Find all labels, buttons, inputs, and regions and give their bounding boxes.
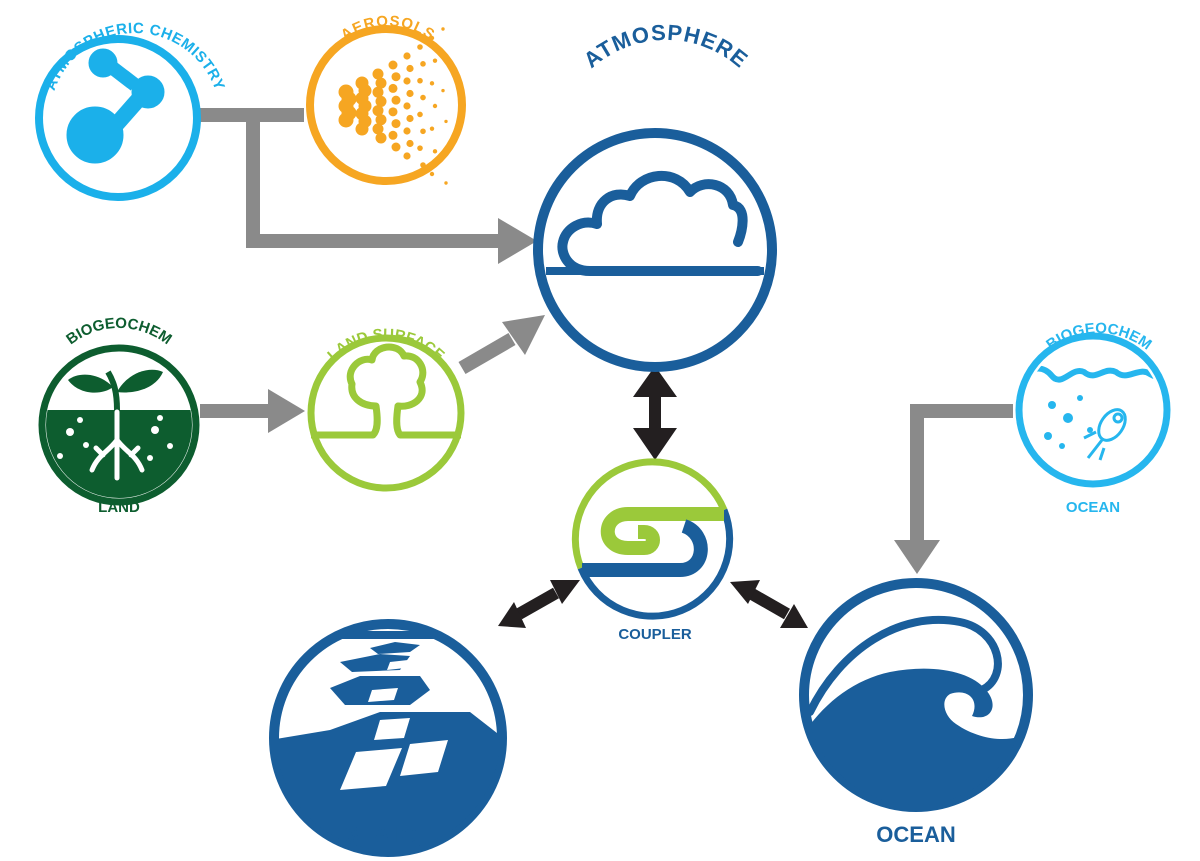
biogeochem-ocean-label-bottom: OCEAN xyxy=(1066,499,1120,516)
spray-dot xyxy=(432,103,438,109)
spray-dot xyxy=(388,60,398,70)
arrowhead-to-atmosphere xyxy=(498,218,537,264)
spray-dot xyxy=(372,86,384,98)
spray-dot xyxy=(420,61,426,67)
ocean-coupler-arrow xyxy=(730,580,808,628)
spray-dot xyxy=(429,81,435,86)
spray-dot xyxy=(372,123,384,135)
ocean-label: OCEAN xyxy=(876,822,955,847)
land-surface-to-atmosphere-line xyxy=(458,332,516,375)
spray-dot xyxy=(420,94,426,101)
spray-dot xyxy=(388,130,398,140)
coupler-label: COUPLER xyxy=(618,626,692,643)
spray-dot xyxy=(429,126,435,131)
spray-dot xyxy=(391,72,401,82)
spray-dot xyxy=(391,95,401,105)
spray-dot xyxy=(444,181,448,185)
coupler-ring-green xyxy=(571,458,728,570)
spray-dot xyxy=(420,128,426,135)
spray-dot xyxy=(432,149,438,154)
molecule-icon xyxy=(66,48,165,164)
spray-dot xyxy=(391,119,401,129)
aerosols-node: AEROSOLS xyxy=(306,13,466,185)
arrowhead-to-ocean xyxy=(894,540,940,574)
spray-dot xyxy=(388,83,398,93)
ocean-node: OCEAN xyxy=(799,578,1033,847)
spray-dot xyxy=(432,58,438,63)
atmosphere-node: ATMOSPHERE xyxy=(533,20,777,372)
spray-dot xyxy=(338,112,354,128)
spray-dot xyxy=(372,105,384,117)
sea-ice-label: SEA ICE xyxy=(344,822,431,847)
cloud-icon xyxy=(557,171,763,276)
spray-icon xyxy=(338,27,448,185)
atmosphere-coupler-arrow xyxy=(633,366,677,460)
spray-dot xyxy=(391,142,401,152)
spray-dot xyxy=(441,27,445,31)
chem-to-atmosphere-line xyxy=(246,115,498,248)
coupler-ring-blue xyxy=(577,508,734,620)
spray-dot xyxy=(403,102,411,110)
biogeochem-ocean-node: BIOGEOCHEM OCEAN xyxy=(1015,320,1171,516)
spray-dot xyxy=(375,114,387,126)
spray-dot xyxy=(403,152,411,160)
spray-dot xyxy=(417,111,423,118)
biogeochem-land-node: BIOGEOCHEM LAND xyxy=(38,315,200,516)
spray-dot xyxy=(355,122,369,136)
spray-dot xyxy=(441,150,445,154)
spray-dot xyxy=(375,132,387,144)
wave-icon xyxy=(806,615,1026,805)
arrowhead-land-to-atmosphere xyxy=(502,315,545,355)
atmosphere-label: ATMOSPHERE xyxy=(579,20,753,73)
spray-dot xyxy=(417,77,423,84)
coupler-double-arrows xyxy=(498,366,808,628)
spray-dot xyxy=(406,114,414,123)
spray-dot xyxy=(388,107,398,117)
spray-dot xyxy=(406,139,414,148)
gray-connector-arrows xyxy=(200,108,1013,540)
sea-ice-node: SEA ICE xyxy=(269,619,507,857)
spray-dot xyxy=(429,171,435,177)
spray-dot xyxy=(417,44,423,50)
arrowhead-to-land-surface xyxy=(268,389,305,433)
swirl-icon xyxy=(582,507,724,577)
atmospheric-chemistry-node: ATMOSPHERIC CHEMISTRY xyxy=(35,20,227,201)
spray-dot xyxy=(372,68,384,80)
seaice-coupler-arrow xyxy=(498,580,580,628)
spray-dot xyxy=(444,58,448,62)
spray-dot xyxy=(417,145,423,151)
gray-arrowheads xyxy=(268,218,940,574)
spray-dot xyxy=(444,119,448,124)
spray-dot xyxy=(403,77,411,85)
bgc-ocean-to-ocean-line xyxy=(910,404,1013,540)
tree-icon xyxy=(311,343,461,439)
spray-dot xyxy=(406,89,414,98)
land-surface-node: LAND SURFACE xyxy=(307,326,465,492)
spray-dot xyxy=(375,95,387,107)
biogeochem-land-label-top: BIOGEOCHEM xyxy=(63,315,175,348)
spray-dot xyxy=(403,127,411,135)
spray-dot xyxy=(406,64,414,73)
spray-dot xyxy=(403,52,411,60)
spray-dot xyxy=(420,162,426,168)
spray-dot xyxy=(441,88,445,93)
coupler-node: COUPLER xyxy=(571,458,734,643)
spray-dot xyxy=(429,35,435,41)
spray-dot xyxy=(375,77,387,89)
biogeochem-land-label-bottom: LAND xyxy=(98,499,140,516)
